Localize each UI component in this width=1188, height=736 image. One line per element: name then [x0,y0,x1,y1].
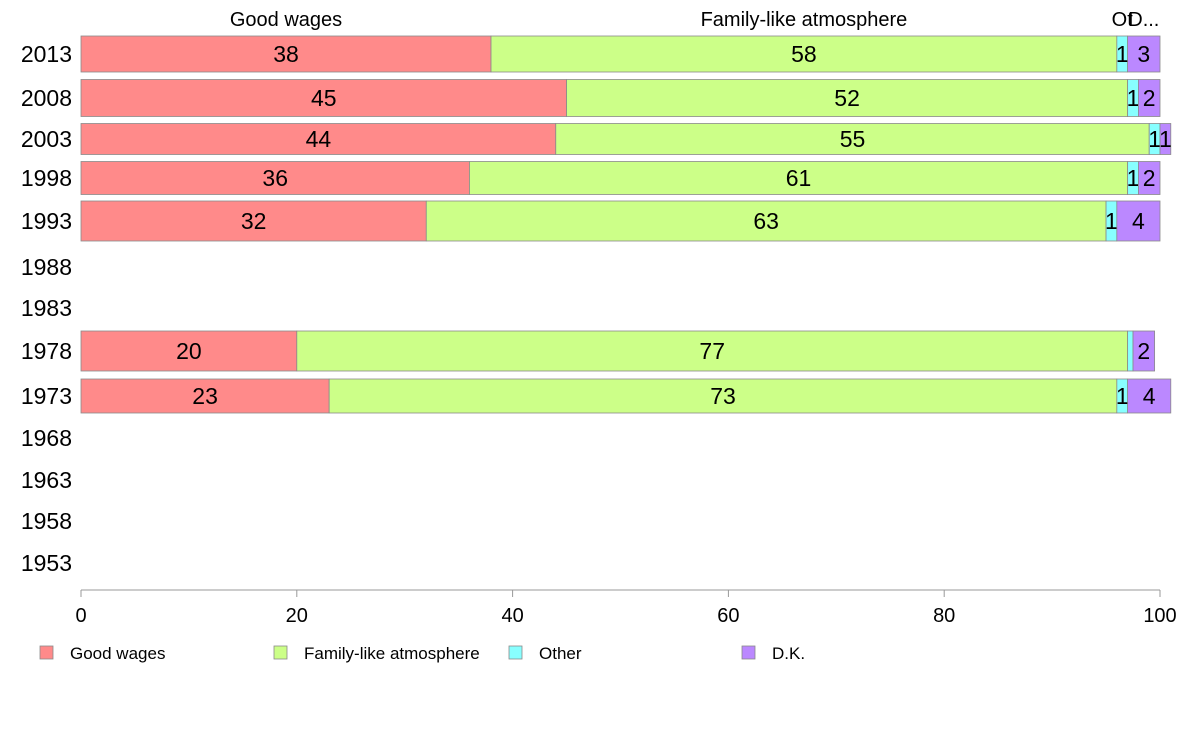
x-tick-label: 60 [717,605,739,627]
data-label: 1 [1127,85,1140,111]
legend: Good wages Family-like atmosphere Other D.K… [39,644,805,663]
bar-segment [1127,378,1172,414]
x-tick-label: 100 [1143,605,1176,627]
bar-segment [1127,35,1161,73]
bar-segment [1138,161,1161,195]
top-series-label: D... [1128,9,1159,31]
x-tick-label: 0 [75,605,86,627]
data-label: 3 [1137,41,1150,67]
data-label: 38 [273,41,299,67]
bar-segment [1127,330,1134,372]
y-tick-label: 2013 [21,41,72,67]
data-label: 1 [1116,383,1129,409]
data-label: 23 [192,383,218,409]
y-tick-label: 1973 [21,383,72,409]
y-tick-label: 1988 [21,254,72,280]
legend-swatch [39,645,54,660]
bar-segment [328,378,1118,414]
data-label: 2 [1143,165,1156,191]
legend-label: Family-like atmosphere [304,644,480,663]
data-label: 36 [262,165,288,191]
top-series-label: Ot [1112,9,1134,31]
data-label: 20 [176,338,202,364]
data-label: 2 [1143,85,1156,111]
legend-label: Good wages [70,644,165,663]
data-label: 1 [1148,126,1161,152]
data-label: 77 [699,338,725,364]
bar-segment [80,330,298,372]
data-label: 1 [1116,41,1129,67]
bar-segment [425,200,1107,242]
bar-segment [80,378,330,414]
y-tick-label: 1968 [21,425,72,451]
y-tick-label: 2008 [21,85,72,111]
y-tick-label: 1993 [21,208,72,234]
x-tick-label: 80 [933,605,955,627]
y-tick-label: 1963 [21,467,72,493]
top-series-labels: Good wages Family-like atmosphere OtD... [230,9,1160,31]
bar-segment [1132,330,1156,372]
x-tick-label: 20 [286,605,308,627]
bar-segment [80,79,567,117]
bar-segment [80,123,557,155]
data-label: 58 [791,41,817,67]
legend-label: D.K. [772,644,805,663]
data-label: 44 [306,126,332,152]
top-series-label: Family-like atmosphere [701,9,908,31]
legend-swatch [741,645,756,660]
data-label: 4 [1132,208,1145,234]
legend-swatch [273,645,288,660]
top-series-label: Good wages [230,9,342,31]
data-label: 45 [311,85,337,111]
y-tick-label: 1978 [21,338,72,364]
legend-swatch [508,645,523,660]
data-label: 55 [840,126,866,152]
data-label: 61 [786,165,812,191]
y-tick-label: 1983 [21,295,72,321]
bar-segment [469,161,1129,195]
y-tick-label: 2003 [21,126,72,152]
x-axis: 0 20 40 60 80 100 [75,589,1177,627]
y-tick-label: 1998 [21,165,72,191]
legend-label: Other [539,644,582,663]
data-label: 73 [710,383,736,409]
data-label: 52 [834,85,860,111]
bar-segment [1159,123,1172,155]
bar-segment [490,35,1118,73]
y-axis-labels: 2013 2008 2003 1998 1993 1988 1983 1978 1973 1968… [21,41,72,576]
y-tick-label: 1958 [21,508,72,534]
bar-segment [566,79,1129,117]
bar-segment [1138,79,1161,117]
data-label: 32 [241,208,267,234]
data-label: 63 [753,208,779,234]
bar-segment [555,123,1150,155]
bar-segment [296,330,1129,372]
x-tick-label: 40 [501,605,523,627]
bar-segment [1116,200,1161,242]
data-label: 1 [1127,165,1140,191]
data-label: 1 [1105,208,1118,234]
data-label: 4 [1143,383,1156,409]
y-tick-label: 1953 [21,550,72,576]
data-label: 1 [1159,126,1172,152]
data-label: 2 [1137,338,1150,364]
